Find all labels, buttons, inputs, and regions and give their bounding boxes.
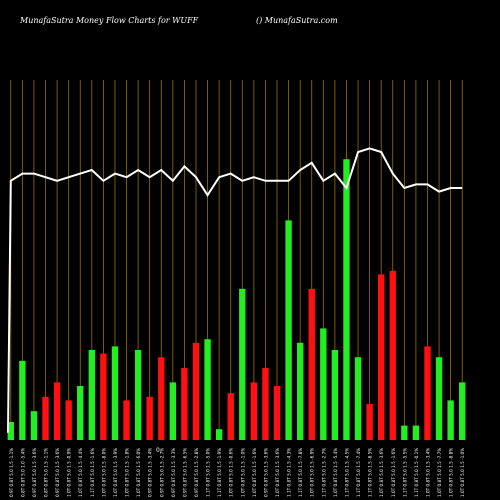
chart-title: MunafaSutra Money Flow Charts for WUFF xyxy=(20,16,199,25)
x-tick-label: 0.8T 0.8T 5.0 1.0 -5.4% xyxy=(20,448,25,497)
x-tick-label: 0.9T 0.8T 5.0 1.5 -2.8% xyxy=(194,448,199,497)
money-flow-bar xyxy=(366,404,373,440)
money-flow-bar xyxy=(262,368,269,440)
money-flow-bar xyxy=(378,274,385,440)
money-flow-bar xyxy=(215,429,223,440)
money-flow-bar xyxy=(331,350,339,440)
x-tick-label: 1.0T 0.8T 5.0 1.5 -3.9% xyxy=(113,448,118,497)
money-flow-bar xyxy=(308,288,315,440)
money-flow-bar xyxy=(181,368,188,440)
x-tick-label: 1.1T 0.8T 5.0 1.5 -1.9% xyxy=(217,448,222,497)
x-tick-label: 1.1T 0.8T 5.0 1.5 -1.6% xyxy=(90,448,95,497)
money-flow-bar xyxy=(227,393,234,440)
x-tick-label: 0.9T 0.8T 5.0 1.5 -3.6% xyxy=(32,448,37,497)
x-tick-label: 1.1T 0.8T 5.0 1.5 -7.8% xyxy=(298,448,303,497)
x-tick-label: 0.9T 0.8T 5.0 1.5 -3.6% xyxy=(55,448,60,497)
money-flow-bar xyxy=(7,422,14,440)
x-tick-label: 1.0T 0.8T 5.0 1.5 -8.0% xyxy=(101,448,106,497)
money-flow-bar xyxy=(435,357,443,440)
x-tick-label: 0.9T 0.8T 5.0 1.5 -3.6% xyxy=(263,448,268,497)
x-tick-label: 1.0T 0.8T 5.0 1.5 -1.8% xyxy=(125,448,130,497)
x-tick-label: 1.1T 0.8T 5.0 1.5 -0.1% xyxy=(414,448,419,497)
x-tick-label: 1.1T 0.8T 5.0 1.5 -2.7% xyxy=(321,448,326,497)
money-flow-bar xyxy=(169,382,177,440)
money-flow-bar xyxy=(19,360,26,440)
x-tick-label: 0.9T 0.8T 5.0 1.5 -2.7% xyxy=(159,448,164,497)
x-tick-label: 1.0T 0.8T 5.0 1.5 -3.6% xyxy=(275,448,280,497)
money-flow-bar xyxy=(412,425,420,440)
x-tick-label: 1.0T 0.8T 5.0 1.5 -3.6% xyxy=(379,448,384,497)
money-flow-bar xyxy=(354,357,362,440)
money-flow-bar xyxy=(320,328,327,440)
money-flow-bar xyxy=(146,396,153,440)
money-flow-bar xyxy=(296,342,304,440)
money-flow-bar xyxy=(204,339,211,440)
money-flow-bar xyxy=(447,400,454,440)
money-flow-bar xyxy=(88,350,95,440)
money-flow-bar xyxy=(192,342,200,440)
x-tick-label: 0.9T 0.8T 5.0 1.5 -6.5% xyxy=(182,448,187,497)
x-tick-label: 1.0T 0.8T 5.0 1.5 -6.0% xyxy=(136,448,141,497)
money-flow-bar xyxy=(401,425,408,440)
x-tick-label: 1.0T 0.8T 5.0 1.5 -1.0% xyxy=(460,448,465,497)
money-flow-bar xyxy=(100,353,107,440)
site-credit: () MunafaSutra.com xyxy=(256,16,338,25)
x-tick-label: 1.1T 0.8T 5.0 1.5 -4.3% xyxy=(287,448,292,497)
x-tick-label: 1.1T 0.8T 5.0 1.5 -8.5% xyxy=(368,448,373,497)
x-tick-label: 0.9T 0.8T 5.0 1.5 -1.1% xyxy=(9,448,14,497)
x-tick-label: 1.0T 0.8T 5.0 1.5 -1.0% xyxy=(240,448,245,497)
x-tick-label: 0.9T 0.8T 5.0 1.5 -3.4% xyxy=(148,448,153,497)
axis-marker: 0 xyxy=(156,447,160,454)
money-flow-bar xyxy=(111,346,119,440)
money-flow-bar xyxy=(30,411,38,440)
x-tick-label: 1.0T 0.8T 5.0 1.5 -5.4% xyxy=(333,448,338,497)
x-tick-label: 0.8T 0.8T 5.0 1.5 -1.1% xyxy=(44,448,49,497)
money-flow-bar xyxy=(273,386,281,440)
x-tick-label: 1.0T 0.8T 5.0 1.5 -0.6% xyxy=(229,448,234,497)
x-tick-label: 1.1T 0.8T 5.0 1.5 -5.5% xyxy=(402,448,407,497)
x-tick-label: 1.1T 0.8T 5.0 1.5 -5.0% xyxy=(206,448,211,497)
x-tick-label: 1.0T 0.8T 5.0 1.5 -4.4% xyxy=(78,448,83,497)
price-line xyxy=(7,147,463,433)
money-flow-bar xyxy=(42,396,49,440)
x-tick-label: 1.0T 0.8T 5.0 1.5 -7.7% xyxy=(437,448,442,497)
money-flow-bar xyxy=(158,357,165,440)
x-tick-label: 1.0T 0.8T 5.0 1.5 -1.6% xyxy=(391,448,396,497)
x-tick-label: 0.9T 0.8T 5.0 1.5 -3.3% xyxy=(171,448,176,497)
money-flow-bar xyxy=(65,400,72,440)
money-flow-bar xyxy=(250,382,258,440)
money-flow-bar xyxy=(123,400,130,440)
x-tick-label: 1.1T 0.8T 5.0 1.5 -7.4% xyxy=(356,448,361,497)
x-tick-label: 1.0T 0.8T 5.0 1.5 -8.8% xyxy=(449,448,454,497)
money-flow-bar xyxy=(459,382,466,440)
money-flow-bar xyxy=(134,350,142,440)
x-tick-label: 1.0T 0.8T 5.0 1.5 -1.6% xyxy=(252,448,257,497)
money-flow-bar xyxy=(53,382,61,440)
money-flow-bar xyxy=(343,159,350,440)
x-tick-label: 1.0T 0.8T 5.0 1.5 -0.9% xyxy=(67,448,72,497)
money-flow-bar xyxy=(239,288,246,440)
x-tick-label: 1.0T 0.8T 5.0 1.5 -6.9% xyxy=(310,448,315,497)
money-flow-bar xyxy=(389,270,396,440)
money-flow-bar xyxy=(424,346,431,440)
x-tick-label: 1.1T 0.8T 5.0 1.5 -4.5% xyxy=(344,448,349,497)
x-tick-label: 1.0T 0.8T 5.0 1.5 -3.4% xyxy=(425,448,430,497)
money-flow-bar xyxy=(77,386,84,440)
money-flow-bar xyxy=(285,220,292,440)
